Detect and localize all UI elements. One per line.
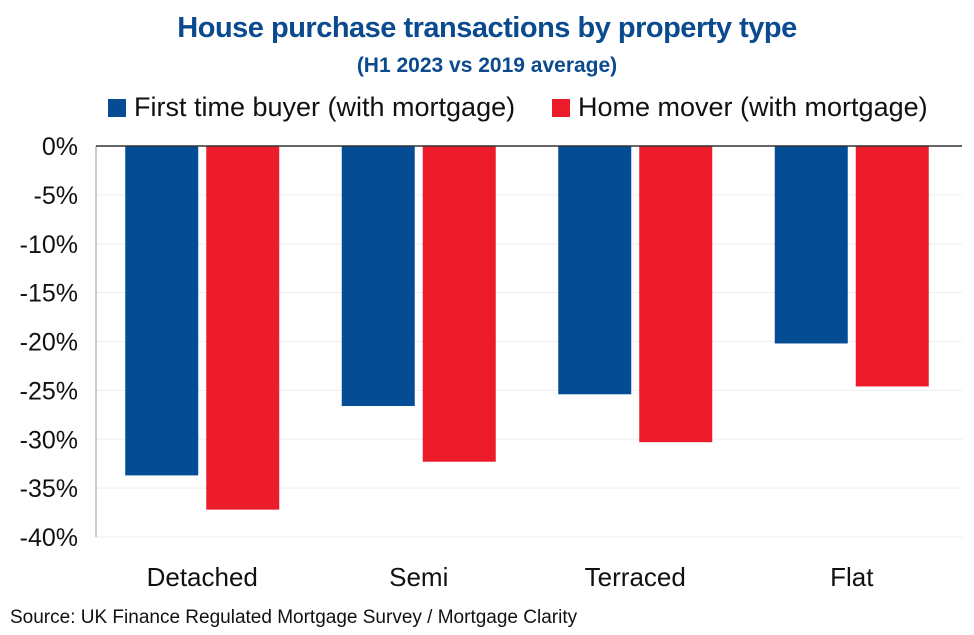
legend-item-home-mover: Home mover (with mortgage) [552,92,928,123]
source-note: Source: UK Finance Regulated Mortgage Su… [10,607,578,628]
y-tick-label: -25% [20,377,78,405]
y-tick-label: -35% [20,475,78,503]
bar-home-mover-flat [855,146,929,387]
bar-home-mover-semi [422,146,496,462]
bar-first-time-buyer-detached [125,146,199,476]
chart-title: House purchase transactions by property … [177,12,797,44]
y-tick-label: -15% [20,280,78,308]
y-tick-label: -5% [34,182,78,210]
bar-first-time-buyer-flat [774,146,848,344]
y-tick-label: 0% [42,133,78,161]
legend: First time buyer (with mortgage) Home mo… [0,92,974,128]
x-category-label: Detached [147,562,258,592]
y-tick-label: -20% [20,329,78,357]
legend-item-first-time-buyer: First time buyer (with mortgage) [108,92,515,123]
bar-home-mover-terraced [639,146,713,443]
x-category-label: Flat [830,562,874,592]
legend-swatch-first-time-buyer [108,98,126,117]
bar-home-mover-detached [206,146,280,510]
y-tick-label: -30% [20,426,78,454]
y-tick-label: -10% [20,231,78,259]
bar-first-time-buyer-terraced [558,146,632,395]
bar-first-time-buyer-semi [341,146,415,407]
y-tick-label: -40% [20,524,78,552]
legend-label-first-time-buyer: First time buyer (with mortgage) [134,92,516,122]
legend-label-home-mover: Home mover (with mortgage) [578,92,928,122]
x-category-label: Semi [389,562,448,592]
x-category-label: Terraced [585,562,686,592]
chart-subtitle: (H1 2023 vs 2019 average) [356,54,618,77]
legend-swatch-home-mover [552,98,570,117]
